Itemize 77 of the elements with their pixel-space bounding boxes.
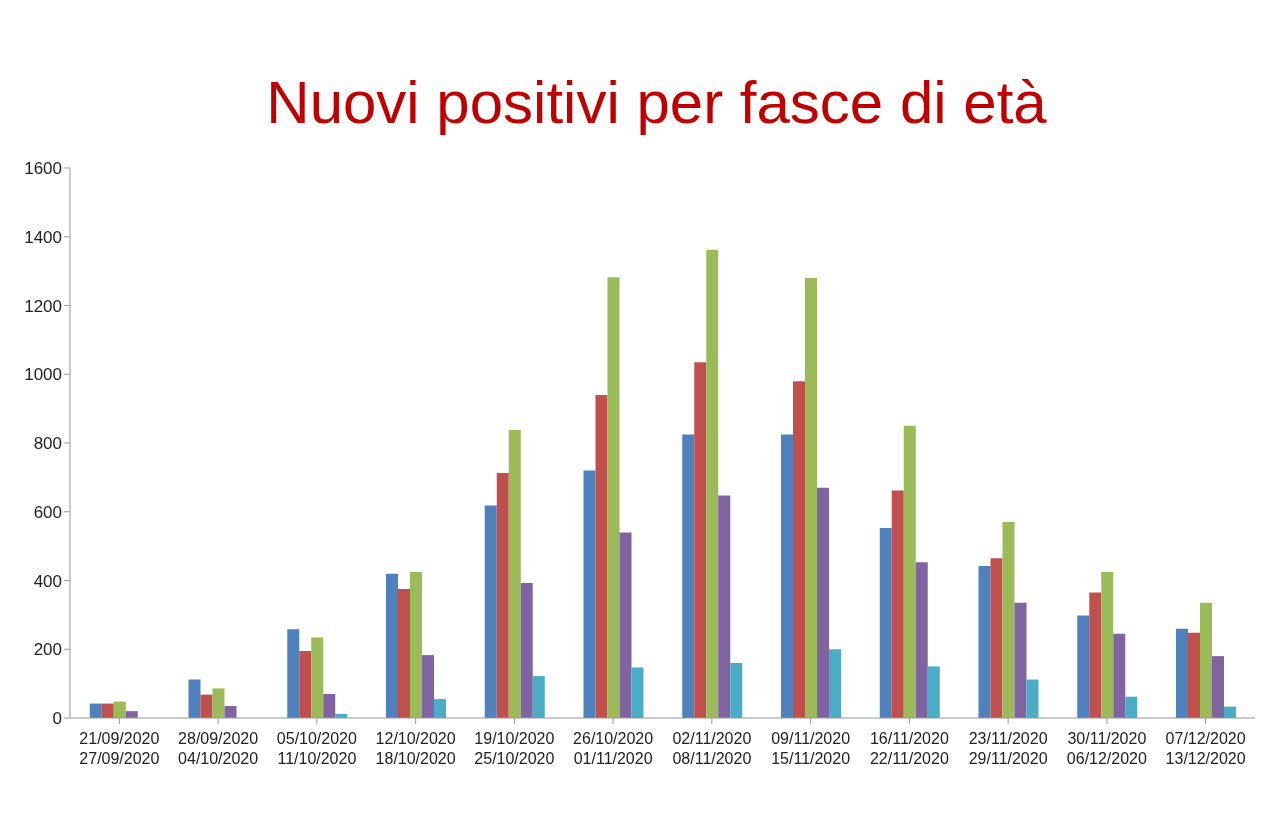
x-tick-label: 12/10/2020 18/10/2020 [375,730,456,767]
bar [1188,632,1200,718]
bar [287,629,300,718]
bar [398,589,410,718]
bar [903,425,916,718]
bar [1002,522,1015,718]
bar [631,667,644,718]
x-tick-label: 19/10/2020 25/10/2020 [474,730,555,767]
x-tick-label: 09/11/2020 15/11/2020 [771,730,851,767]
bar [101,703,114,718]
bar [682,434,695,718]
bar [694,362,707,718]
y-tick-label: 400 [33,571,62,591]
bar [484,505,497,718]
bar [200,694,213,718]
y-tick-label: 1600 [24,159,62,179]
bar [1125,696,1138,718]
bar [1176,628,1188,718]
bar [1113,633,1126,718]
bar [386,573,398,718]
x-tick-label: 30/11/2020 06/12/2020 [1066,730,1148,767]
bar [1089,592,1102,718]
x-tick-label: 16/11/2020 22/11/2020 [869,730,949,767]
x-tick-label: 05/10/2020 11/10/2020 [276,730,358,767]
bar [422,655,434,718]
bar [410,571,422,718]
y-tick-label: 1000 [24,365,62,385]
bar [990,558,1003,718]
bar [520,582,533,718]
bar [817,487,829,718]
bar [311,637,324,718]
bar [224,705,237,718]
bar [607,277,620,718]
bar [1212,656,1224,718]
bar [434,699,446,718]
bar [188,679,201,718]
bar [619,532,632,718]
bar [496,472,509,718]
bar [1014,602,1027,718]
bar [915,562,928,718]
bar [89,703,102,718]
y-tick-label: 600 [33,502,62,522]
bar [299,650,312,718]
bar [212,688,225,718]
bar [532,676,545,718]
bar [718,495,731,718]
y-tick-label: 1400 [24,227,62,247]
bar [706,249,719,718]
x-tick-label: 21/09/2020 27/09/2020 [79,730,160,767]
bar [805,278,817,718]
bar [978,566,991,718]
bar [927,666,940,718]
x-tick-label: 02/11/2020 08/11/2020 [672,730,752,767]
y-tick-label: 200 [33,640,62,660]
bar [781,434,793,718]
bar [891,490,904,718]
bar [508,429,521,718]
bar [793,381,805,718]
x-tick-label: 07/12/2020 13/12/2020 [1165,730,1246,767]
bar [583,470,596,718]
bar [730,663,743,718]
bar [1101,571,1114,718]
bar [879,527,892,718]
bar [1200,602,1212,718]
bar [1077,615,1090,718]
y-tick-label: 800 [33,434,62,454]
y-tick-label: 1200 [24,296,62,316]
bar [113,701,126,718]
x-tick-label: 28/09/2020 04/10/2020 [178,730,259,767]
bar [595,394,608,718]
x-tick-label: 23/11/2020 29/11/2020 [968,730,1048,767]
bar [829,649,841,718]
y-tick-label: 0 [52,709,62,729]
x-tick-label: 26/10/2020 01/11/2020 [573,730,654,767]
chart-title: Nuovi positivi per fasce di età [265,68,1048,138]
bar [1026,679,1039,718]
bar [323,693,336,718]
